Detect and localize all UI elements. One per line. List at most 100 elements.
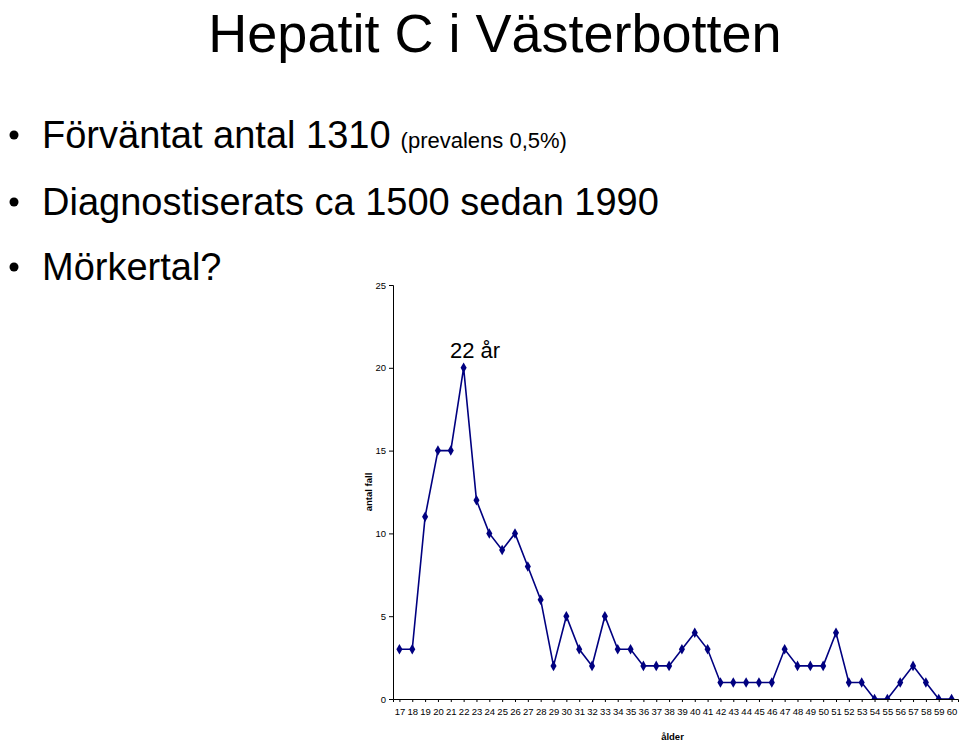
x-tick-label: 50 bbox=[818, 706, 829, 717]
x-tick: 59 bbox=[934, 699, 945, 717]
data-point bbox=[705, 644, 711, 655]
x-tick: 58 bbox=[921, 699, 932, 717]
x-tick: 32 bbox=[587, 699, 598, 717]
x-tick-mark bbox=[643, 699, 644, 702]
x-tick: 30 bbox=[562, 699, 573, 717]
x-tick-label: 25 bbox=[497, 706, 508, 717]
x-tick: 19 bbox=[420, 699, 431, 717]
data-point bbox=[448, 445, 454, 456]
data-point bbox=[717, 677, 723, 688]
data-point bbox=[692, 627, 698, 638]
bullet: Förväntat antal 1310(prevalens 0,5%) bbox=[42, 114, 567, 156]
x-tick-mark bbox=[605, 699, 606, 702]
y-axis: 0510152025 bbox=[375, 280, 393, 705]
x-tick-label: 56 bbox=[895, 706, 906, 717]
x-tick-label: 21 bbox=[446, 706, 457, 717]
x-tick-label: 19 bbox=[420, 706, 431, 717]
x-tick: 34 bbox=[613, 699, 624, 717]
y-tick: 15 bbox=[375, 445, 393, 456]
x-tick: 41 bbox=[703, 699, 714, 717]
x-tick-label: 43 bbox=[728, 706, 739, 717]
x-tick-mark bbox=[476, 699, 477, 702]
data-point bbox=[884, 694, 890, 699]
x-tick: 49 bbox=[806, 699, 817, 717]
data-point bbox=[949, 694, 955, 699]
data-point bbox=[435, 445, 441, 456]
x-tick: 55 bbox=[883, 699, 894, 717]
y-tick-label: 10 bbox=[375, 528, 386, 539]
bullet: Mörkertal? bbox=[42, 246, 222, 288]
x-tick-mark bbox=[785, 699, 786, 702]
data-point bbox=[794, 661, 800, 672]
data-point bbox=[602, 611, 608, 622]
x-tick-label: 32 bbox=[587, 706, 598, 717]
data-point bbox=[730, 677, 736, 688]
data-point bbox=[512, 528, 518, 539]
x-tick: 57 bbox=[908, 699, 919, 717]
x-tick-mark bbox=[502, 699, 503, 702]
data-point bbox=[628, 644, 634, 655]
bullet-dot bbox=[10, 131, 19, 140]
data-point bbox=[807, 661, 813, 672]
x-tick-label: 20 bbox=[433, 706, 444, 717]
x-tick: 29 bbox=[549, 699, 560, 717]
x-tick: 20 bbox=[433, 699, 444, 717]
x-tick-label: 41 bbox=[703, 706, 714, 717]
x-tick-mark bbox=[862, 699, 863, 702]
data-point bbox=[833, 627, 839, 638]
bullet-text: Förväntat antal 1310 bbox=[42, 114, 391, 156]
x-tick-label: 22 bbox=[459, 706, 470, 717]
x-tick-label: 31 bbox=[574, 706, 585, 717]
x-tick-mark bbox=[425, 699, 426, 702]
x-tick-mark bbox=[412, 699, 413, 702]
annotation: 22 år bbox=[450, 338, 500, 363]
x-tick-label: 29 bbox=[549, 706, 560, 717]
x-tick-mark bbox=[836, 699, 837, 702]
data-point bbox=[550, 661, 556, 672]
plot-area bbox=[396, 363, 954, 699]
x-tick-mark bbox=[695, 699, 696, 702]
data-line bbox=[399, 368, 951, 699]
x-tick-label: 44 bbox=[741, 706, 752, 717]
y-axis-line bbox=[389, 286, 394, 700]
x-tick: 48 bbox=[793, 699, 804, 717]
y-tick-mark bbox=[389, 616, 393, 617]
x-tick-mark bbox=[489, 699, 490, 702]
x-tick-mark bbox=[528, 699, 529, 702]
x-tick: 42 bbox=[716, 699, 727, 717]
x-tick: 23 bbox=[472, 699, 483, 717]
x-tick-mark bbox=[939, 699, 940, 702]
y-tick-label: 25 bbox=[375, 280, 386, 291]
x-tick-mark bbox=[554, 699, 555, 702]
x-tick: 40 bbox=[690, 699, 701, 717]
slide: Hepatit C i VästerbottenFörväntat antal … bbox=[0, 0, 960, 743]
x-tick-mark bbox=[669, 699, 670, 702]
data-point bbox=[936, 694, 942, 699]
bullet-dot bbox=[10, 263, 19, 272]
x-tick: 33 bbox=[600, 699, 611, 717]
data-point bbox=[461, 363, 467, 374]
x-tick-label: 48 bbox=[793, 706, 804, 717]
data-point bbox=[589, 661, 595, 672]
y-tick: 25 bbox=[375, 280, 393, 291]
data-point bbox=[743, 677, 749, 688]
bullet-dot bbox=[10, 198, 19, 207]
x-tick-label: 59 bbox=[934, 706, 945, 717]
data-point bbox=[782, 644, 788, 655]
x-tick: 43 bbox=[728, 699, 739, 717]
y-tick: 5 bbox=[381, 611, 393, 622]
x-tick-label: 17 bbox=[395, 706, 406, 717]
x-tick: 18 bbox=[407, 699, 418, 717]
x-tick-label: 33 bbox=[600, 706, 611, 717]
x-axis-title: ålder bbox=[661, 731, 684, 742]
x-tick-mark bbox=[926, 699, 927, 702]
x-tick-label: 55 bbox=[883, 706, 894, 717]
x-tick-label: 54 bbox=[870, 706, 881, 717]
x-tick: 31 bbox=[574, 699, 585, 717]
x-tick-mark bbox=[797, 699, 798, 702]
y-tick-label: 15 bbox=[375, 445, 386, 456]
x-tick-mark bbox=[656, 699, 657, 702]
x-tick: 38 bbox=[664, 699, 675, 717]
x-tick: 27 bbox=[523, 699, 534, 717]
data-point bbox=[525, 561, 531, 572]
